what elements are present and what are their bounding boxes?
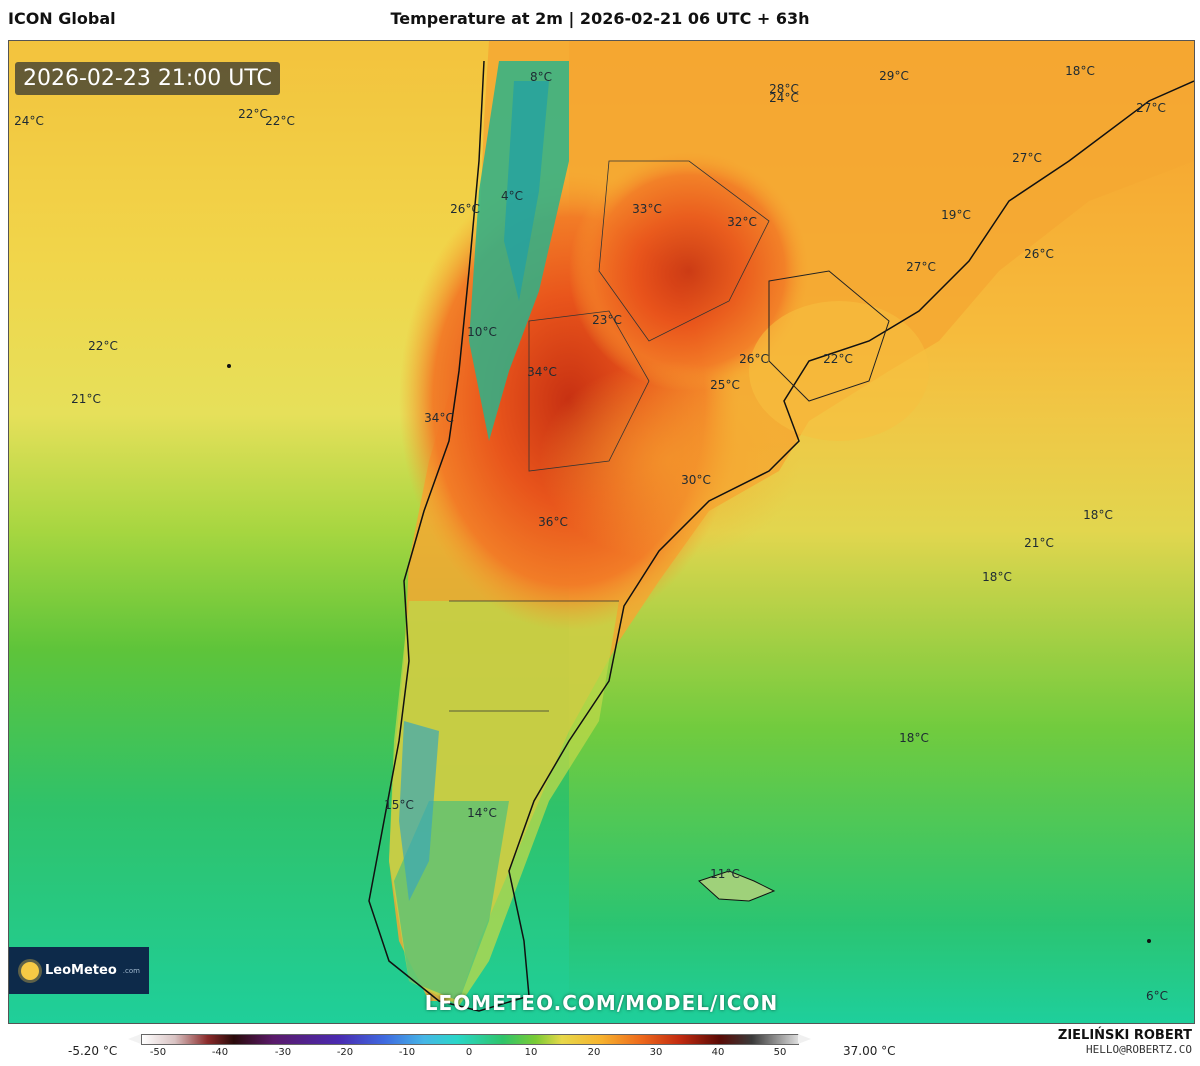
legend-tick: 10	[524, 1047, 538, 1058]
sun-icon	[21, 961, 39, 980]
leometeo-logo[interactable]: LeoMeteo .com	[9, 947, 149, 994]
temp-label: 26°C	[450, 202, 480, 216]
temp-label: 10°C	[467, 325, 497, 339]
color-legend: -5.20 °C 37.00 °C -50 -40 -30 -20 -10 0 …	[0, 1026, 1200, 1066]
temp-label: 34°C	[424, 411, 454, 425]
temp-label: 18°C	[899, 731, 929, 745]
author-name: ZIELIŃSKI ROBERT	[1057, 1028, 1192, 1043]
temp-label: 22°C	[238, 107, 268, 121]
temp-label: 22°C	[265, 114, 295, 128]
temp-label: 27°C	[1012, 151, 1042, 165]
legend-tick: -40	[211, 1047, 229, 1058]
temp-label: 19°C	[941, 208, 971, 222]
legend-tick: 0	[465, 1047, 473, 1058]
temp-label: 26°C	[739, 352, 769, 366]
logo-text: LeoMeteo	[45, 963, 117, 978]
author-email[interactable]: HELLO@ROBERTZ.CO	[1086, 1043, 1192, 1056]
legend-left-arrow	[128, 1034, 141, 1044]
source-url: LEOMETEO.COM/MODEL/ICON	[424, 991, 779, 1015]
temp-label: 22°C	[823, 352, 853, 366]
logo-suffix: .com	[122, 966, 140, 975]
temp-label: 14°C	[467, 806, 497, 820]
temp-label: 28°C	[769, 82, 799, 96]
temp-label: 36°C	[538, 515, 568, 529]
map-canvas	[9, 41, 1194, 1023]
legend-tick: 20	[587, 1047, 601, 1058]
author-credit: ZIELIŃSKI ROBERT HELLO@ROBERTZ.CO	[1058, 1028, 1192, 1056]
temp-label: 24°C	[14, 114, 44, 128]
temp-label: 15°C	[384, 798, 414, 812]
legend-tick: 30	[649, 1047, 663, 1058]
model-name: ICON Global	[8, 9, 116, 28]
temp-label: 18°C	[1065, 64, 1095, 78]
legend-max: 37.00 °C	[843, 1044, 896, 1058]
temp-label: 23°C	[592, 313, 622, 327]
temp-label: 21°C	[1024, 536, 1054, 550]
temp-label: 21°C	[71, 392, 101, 406]
temp-label: 27°C	[1136, 101, 1166, 115]
temp-label: 11°C	[710, 867, 740, 881]
map-title: Temperature at 2m | 2026-02-21 06 UTC + …	[390, 9, 810, 28]
temp-label: 24°C	[769, 91, 799, 105]
temp-label: 8°C	[529, 70, 553, 84]
legend-tick: 50	[773, 1047, 787, 1058]
temp-label: 6°C	[1145, 989, 1169, 1003]
temp-label: 29°C	[879, 69, 909, 83]
legend-tick: -10	[398, 1047, 416, 1058]
temp-label: 30°C	[681, 473, 711, 487]
temp-label: 18°C	[1083, 508, 1113, 522]
legend-min: -5.20 °C	[68, 1044, 118, 1058]
temperature-map[interactable]: 2026-02-23 21:00 UTC 24°C 24°C 28°C 29°C…	[8, 40, 1195, 1024]
temp-label: 27°C	[906, 260, 936, 274]
legend-tick: 40	[711, 1047, 725, 1058]
legend-right-arrow	[798, 1034, 811, 1044]
legend-tick: -50	[149, 1047, 167, 1058]
temp-label: 4°C	[500, 189, 524, 203]
legend-tick: -20	[336, 1047, 354, 1058]
valid-time-badge: 2026-02-23 21:00 UTC	[15, 62, 280, 95]
colorbar	[141, 1034, 799, 1045]
temp-label: 34°C	[527, 365, 557, 379]
legend-tick: -30	[274, 1047, 292, 1058]
temp-label: 22°C	[88, 339, 118, 353]
temp-label: 33°C	[632, 202, 662, 216]
temp-label: 25°C	[710, 378, 740, 392]
temp-label: 18°C	[982, 570, 1012, 584]
temp-label: 26°C	[1024, 247, 1054, 261]
temp-label: 32°C	[727, 215, 757, 229]
